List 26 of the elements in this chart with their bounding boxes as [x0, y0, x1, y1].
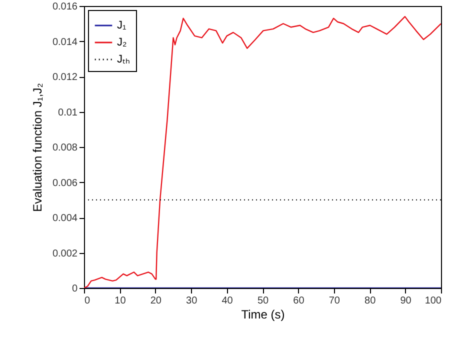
y-tick-label: 0.004	[52, 213, 78, 224]
y-tick-label: 0.014	[52, 36, 78, 48]
x-tick-label: 100	[424, 296, 442, 306]
legend-label: J₁	[117, 20, 126, 32]
y-axis-title: Evaluation function J₁,J₂	[30, 82, 44, 212]
y-tick-label: 0.002	[52, 248, 78, 260]
y-tick-label: 0.016	[52, 2, 78, 12]
x-tick-label: 10	[114, 296, 126, 306]
y-tick-label: 0.01	[58, 107, 78, 118]
line-series	[84, 16, 441, 288]
x-tick-label: 50	[257, 296, 269, 306]
x-tick-label: 20	[150, 296, 162, 306]
x-tick-label: 40	[222, 296, 234, 306]
y-tick-label: 0.008	[52, 142, 78, 154]
x-tick-label: 60	[293, 296, 305, 306]
x-tick-label: 30	[186, 296, 198, 306]
y-tick-label: 0.012	[52, 72, 78, 83]
x-tick-label: 70	[328, 296, 340, 306]
legend-label: Jₜₕ	[117, 54, 130, 66]
y-tick-label: 0	[72, 284, 78, 294]
x-tick-label: 80	[364, 296, 376, 306]
x-tick-label: 0	[84, 296, 90, 306]
y-tick-label: 0.006	[52, 178, 78, 189]
x-tick-label: 90	[400, 296, 412, 306]
legend-label: J₂	[117, 36, 127, 48]
x-axis-title: Time (s)	[241, 308, 285, 322]
